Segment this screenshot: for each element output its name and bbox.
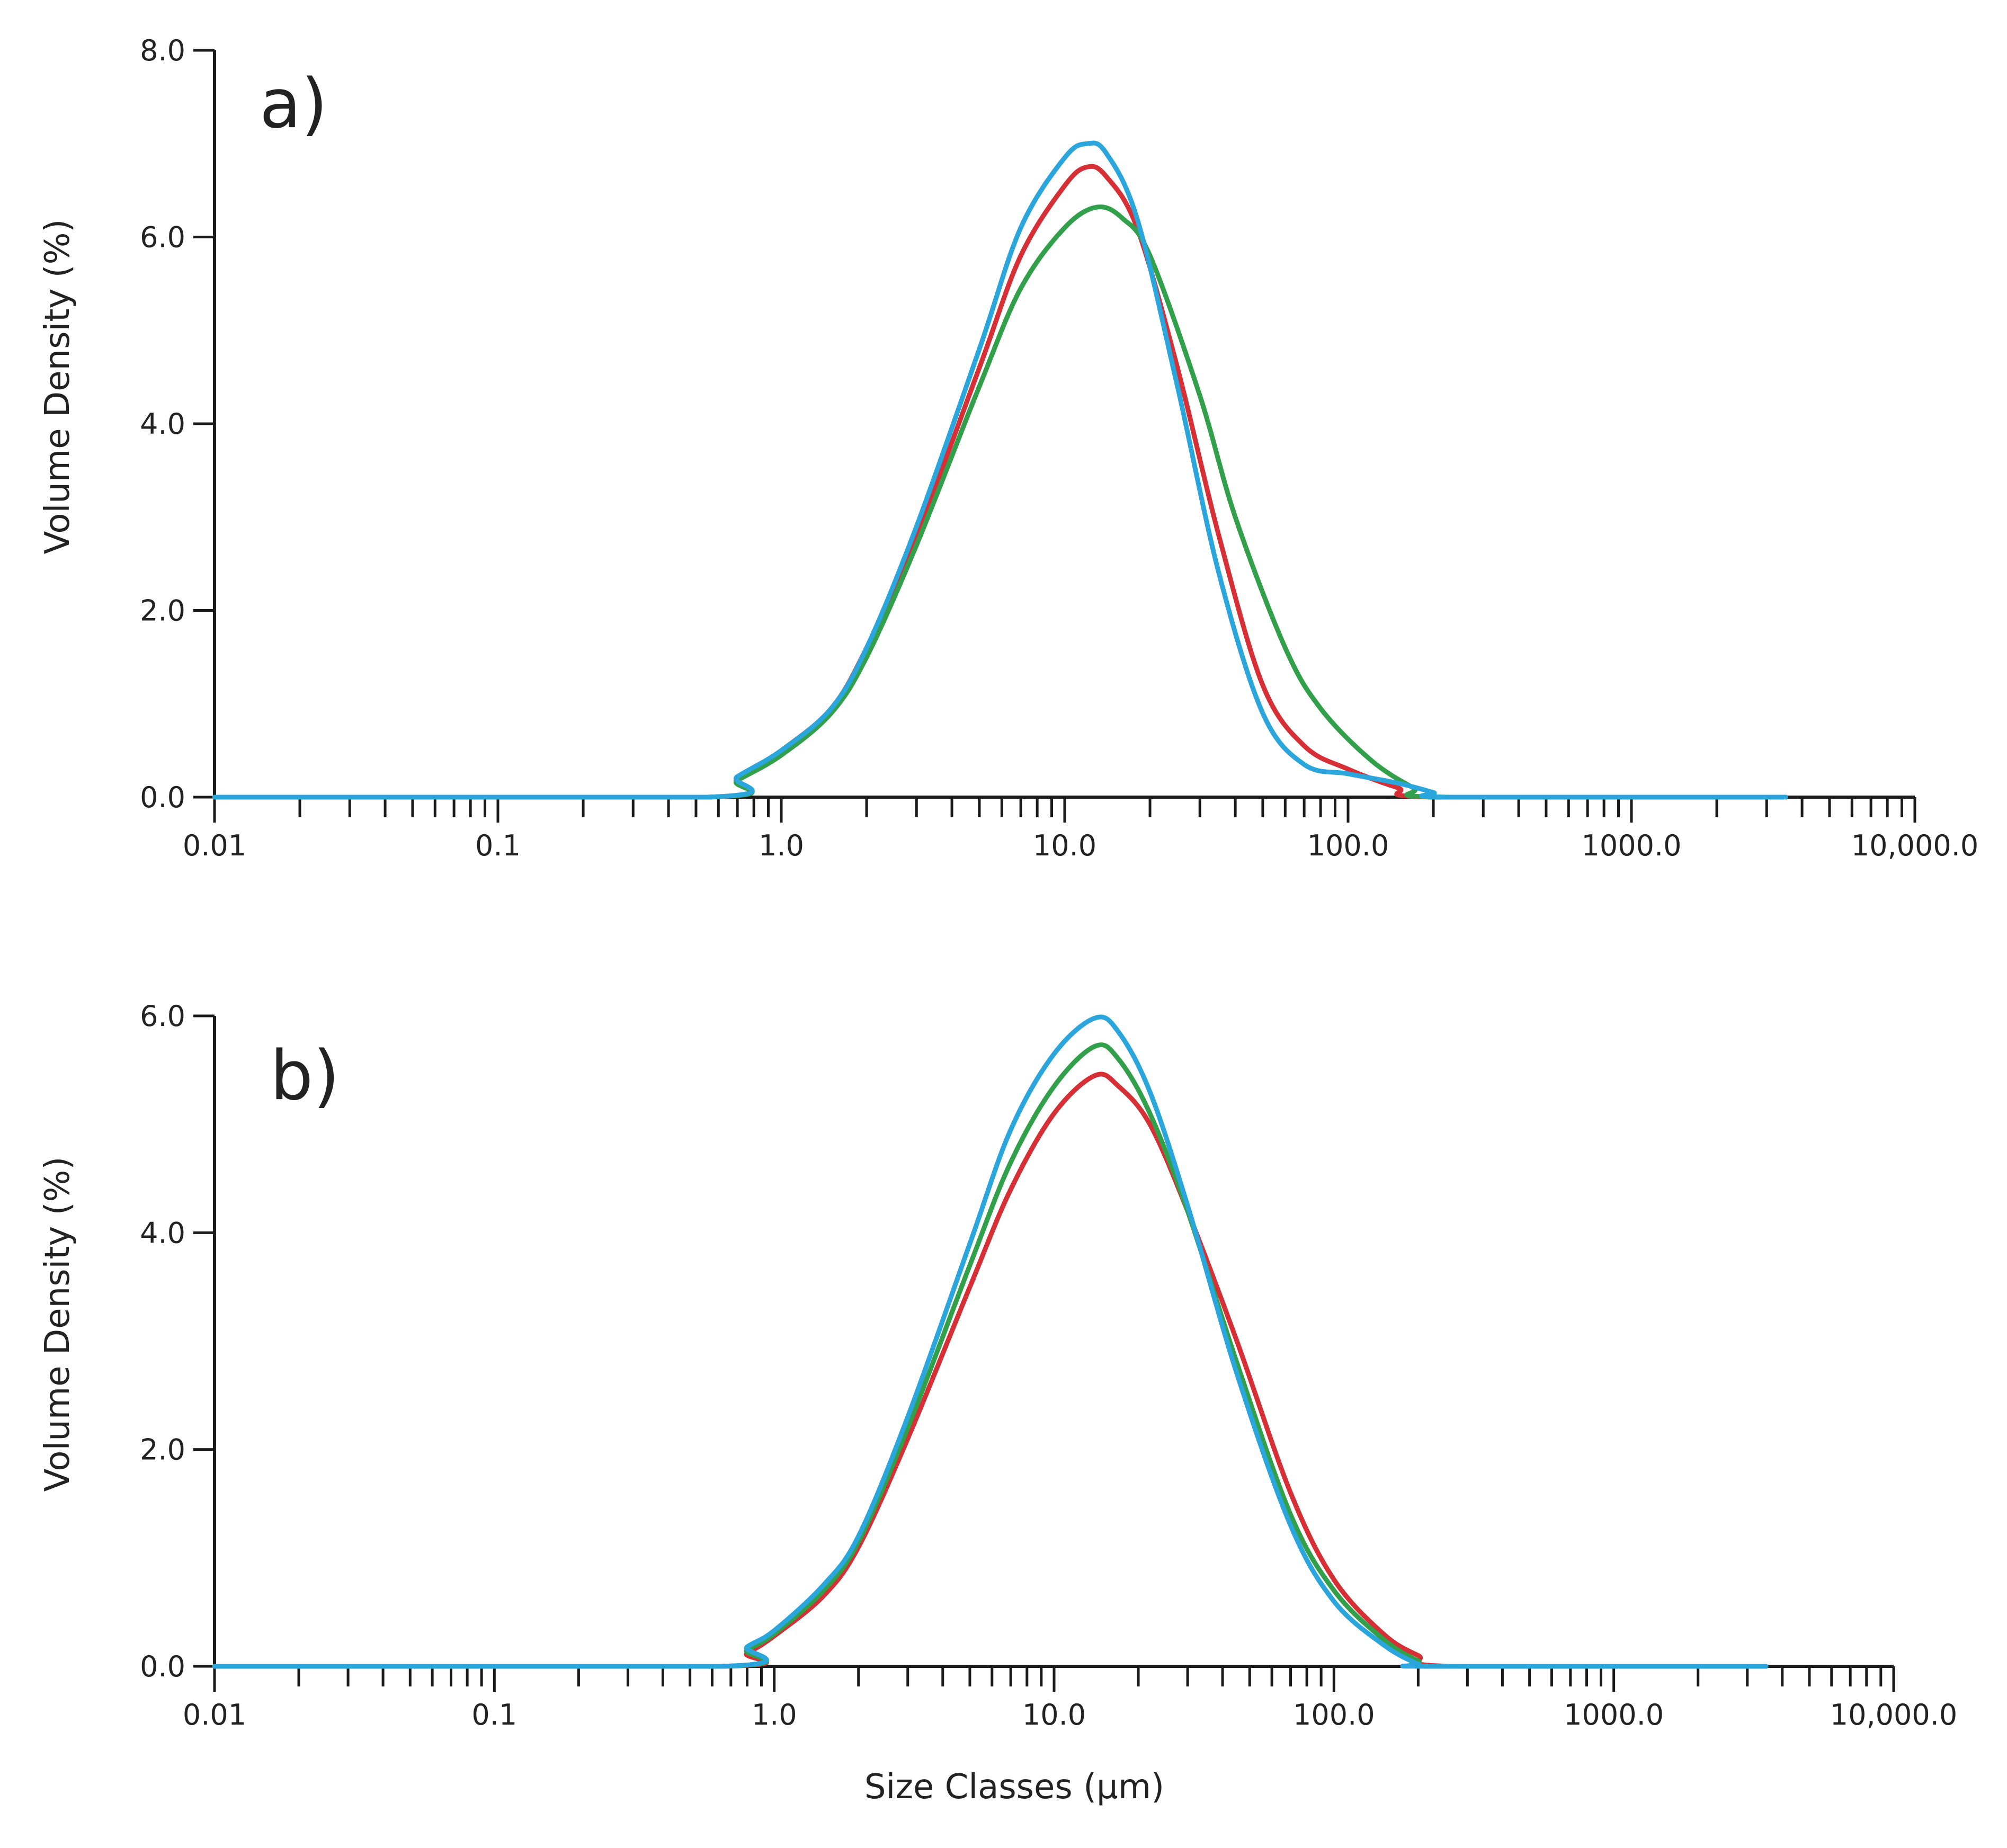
x-tick-label-a: 100.0 bbox=[1307, 829, 1389, 862]
x-axis-title-b: Size Classes (µm) bbox=[864, 1767, 1164, 1807]
x-tick-label-a: 1.0 bbox=[759, 829, 804, 862]
ticks-b: 0.01 0.1 1.0 10.0 100.0 1000.0 10,000.0 0.0 2.0 4… bbox=[140, 999, 1957, 1731]
y-tick-label-b: 6.0 bbox=[140, 999, 185, 1033]
x-tick-label-a: 0.01 bbox=[183, 829, 246, 862]
x-tick-label-a: 0.1 bbox=[475, 829, 521, 862]
series-line-green-b bbox=[212, 1042, 1769, 1669]
x-tick-label-b: 10,000.0 bbox=[1830, 1698, 1957, 1731]
ticks-a: 0.01 0.1 1.0 10.0 100.0 1000.0 10,000.0 0.0 2.0 4… bbox=[140, 34, 1978, 862]
chart-panel-b: b) Volume Density (%) Size Classes (µm) … bbox=[38, 999, 1957, 1807]
series-line-blue-b bbox=[212, 1014, 1769, 1669]
panel-label-a: a) bbox=[260, 65, 327, 144]
x-tick-label-b: 100.0 bbox=[1293, 1698, 1375, 1731]
x-tick-label-b: 1000.0 bbox=[1564, 1698, 1664, 1731]
chart-panel-a: a) Volume Density (%) 0.01 0.1 1.0 10.0 100.… bbox=[38, 34, 1978, 862]
series-group-a bbox=[212, 140, 1788, 800]
y-tick-label-b: 2.0 bbox=[140, 1433, 185, 1467]
series-line-green-a bbox=[212, 204, 1788, 800]
x-tick-label-b: 0.01 bbox=[183, 1698, 246, 1731]
y-tick-label-a: 0.0 bbox=[140, 781, 185, 814]
x-tick-label-a: 10,000.0 bbox=[1851, 829, 1978, 862]
y-axis-title-a: Volume Density (%) bbox=[38, 219, 77, 555]
panel-label-b: b) bbox=[270, 1037, 340, 1115]
series-group-b bbox=[212, 1014, 1769, 1669]
x-tick-label-b: 10.0 bbox=[1022, 1698, 1086, 1731]
x-tick-label-a: 1000.0 bbox=[1582, 829, 1682, 862]
x-tick-label-b: 0.1 bbox=[471, 1698, 517, 1731]
y-tick-label-a: 4.0 bbox=[140, 407, 185, 441]
y-tick-label-b: 4.0 bbox=[140, 1216, 185, 1249]
y-tick-label-a: 2.0 bbox=[140, 594, 185, 628]
x-tick-label-a: 10.0 bbox=[1033, 829, 1096, 862]
y-tick-label-a: 6.0 bbox=[140, 221, 185, 254]
y-tick-label-a: 8.0 bbox=[140, 34, 185, 67]
y-tick-label-b: 0.0 bbox=[140, 1650, 185, 1683]
series-line-red-b bbox=[212, 1072, 1769, 1669]
y-axis-title-b: Volume Density (%) bbox=[38, 1157, 77, 1492]
series-line-red-a bbox=[212, 164, 1788, 800]
series-line-blue-a bbox=[212, 140, 1788, 800]
x-tick-label-b: 1.0 bbox=[752, 1698, 797, 1731]
